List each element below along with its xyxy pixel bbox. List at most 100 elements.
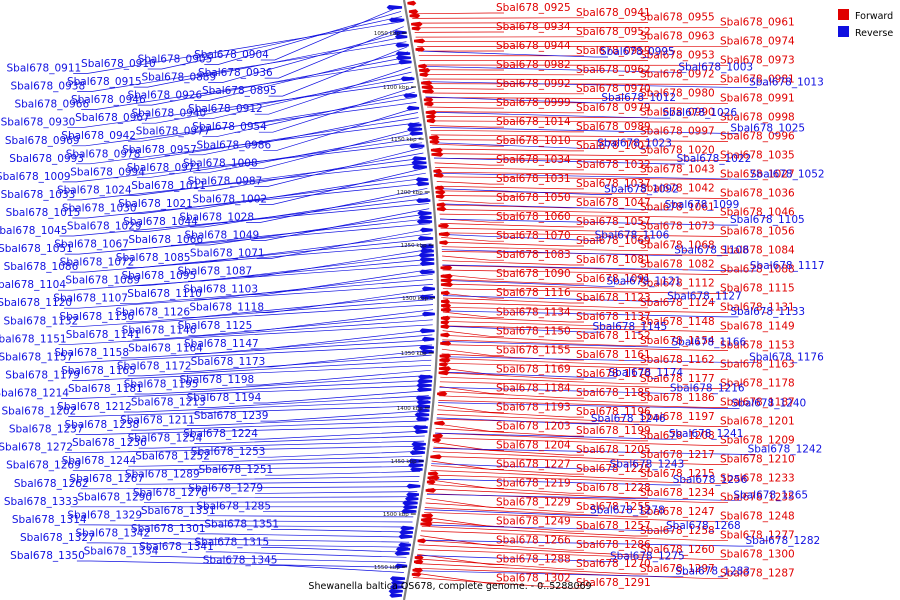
reverse-leader-line <box>120 218 431 250</box>
reverse-leader-line <box>65 344 433 363</box>
forward-gene-label: Sbal678_1036 <box>720 187 795 199</box>
reverse-gene-label-right: Sbal678_1026 <box>662 107 737 119</box>
forward-leader-line <box>427 488 648 499</box>
reverse-leader-line <box>244 309 434 332</box>
legend-reverse-swatch <box>838 26 849 37</box>
reverse-leader-line <box>144 501 416 503</box>
reverse-gene-label: Sbal678_1262 <box>14 478 89 490</box>
reverse-leader-line <box>197 395 429 408</box>
forward-gene-glyph <box>426 479 436 485</box>
reverse-gene-label: Sbal678_1028 <box>179 212 254 224</box>
reverse-leader-line-right <box>440 234 603 241</box>
forward-leader-line <box>429 125 504 128</box>
reverse-gene-label: Sbal678_1173 <box>191 356 266 368</box>
reverse-leader-line <box>188 314 433 336</box>
forward-leader-line <box>412 17 584 19</box>
reverse-gene-label: Sbal678_0969 <box>5 135 80 147</box>
reverse-leader-line-right <box>442 295 676 302</box>
forward-gene-label: Sbal678_1007 <box>576 140 651 152</box>
reverse-gene-label-right: Sbal678_1241 <box>669 428 744 440</box>
reverse-gene-label: Sbal678_0895 <box>202 85 277 97</box>
reverse-leader-line <box>249 430 426 440</box>
forward-leader-line <box>423 83 728 85</box>
reverse-gene-glyph <box>414 412 430 418</box>
forward-gene-glyph <box>407 0 417 6</box>
forward-gene-glyph <box>441 290 450 296</box>
forward-leader-lines <box>411 12 758 589</box>
legend-forward-label: Forward <box>855 11 893 22</box>
forward-gene-label: Sbal678_1169 <box>496 363 571 375</box>
reverse-gene-label-right: Sbal678_1013 <box>749 77 824 89</box>
reverse-leader-line-right <box>441 249 683 257</box>
forward-gene-glyph <box>421 513 434 519</box>
forward-leader-line <box>428 483 584 494</box>
reverse-gene-glyph <box>395 546 411 552</box>
reverse-gene-label: Sbal678_0977 <box>136 126 211 138</box>
reverse-leader-line <box>261 547 408 553</box>
reverse-gene-label: Sbal678_1272 <box>0 442 73 454</box>
reverse-gene-label-right: Sbal678_1216 <box>670 382 745 394</box>
forward-leader-line <box>442 320 648 328</box>
forward-gene-glyph <box>409 13 421 19</box>
reverse-gene-label-right: Sbal678_1052 <box>750 168 825 180</box>
forward-leader-line <box>442 316 584 323</box>
forward-gene-label: Sbal678_1056 <box>720 225 795 237</box>
reverse-gene-label: Sbal678_1044 <box>123 216 198 228</box>
forward-gene-label: Sbal678_1270 <box>576 558 651 570</box>
reverse-leader-line-right <box>420 65 687 73</box>
reverse-leader-line <box>199 496 417 499</box>
reverse-gene-label-right: Sbal678_1242 <box>748 443 823 455</box>
reverse-leader-line <box>123 400 429 413</box>
reverse-gene-label: Sbal678_1011 <box>131 180 206 192</box>
reverse-gene-glyph <box>408 462 424 468</box>
tick-label: 1100 kbp <box>383 85 409 91</box>
forward-gene-label: Sbal678_1260 <box>640 544 715 556</box>
gene-features <box>386 0 453 598</box>
forward-gene-label: Sbal678_1131 <box>720 302 795 314</box>
forward-gene-label: Sbal678_1083 <box>496 249 571 261</box>
reverse-gene-label: Sbal678_0936 <box>198 67 273 79</box>
forward-gene-label: Sbal678_1187 <box>720 397 795 409</box>
reverse-leader-line <box>265 471 421 476</box>
reverse-leader-line <box>67 162 425 201</box>
reverse-leader-line-right <box>439 218 738 226</box>
forward-gene-glyph <box>411 21 423 27</box>
reverse-leader-line <box>61 385 430 399</box>
reverse-leader-line <box>77 41 407 92</box>
forward-leader-line <box>439 209 648 214</box>
forward-gene-label: Sbal678_1297 <box>640 563 715 575</box>
reverse-leader-line <box>72 364 432 381</box>
forward-leader-line <box>431 134 648 137</box>
reverse-gene-label: Sbal678_0940 <box>132 108 207 120</box>
reverse-gene-label: Sbal678_1194 <box>187 392 262 404</box>
reverse-leader-line-right <box>432 142 606 150</box>
forward-gene-label: Sbal678_1069 <box>576 235 651 247</box>
forward-gene-label: Sbal678_0989 <box>576 121 651 133</box>
reverse-gene-label: Sbal678_1120 <box>0 297 72 309</box>
reverse-leader-line <box>133 198 429 232</box>
forward-leader-line <box>424 507 648 518</box>
reverse-gene-label: Sbal678_1066 <box>128 234 203 246</box>
reverse-leader-line <box>254 147 423 187</box>
reverse-leader-line <box>258 86 415 133</box>
reverse-gene-glyph <box>420 227 433 233</box>
forward-gene-glyph <box>436 194 445 199</box>
forward-leader-line <box>437 409 584 418</box>
forward-leader-line <box>434 157 728 161</box>
reverse-gene-label-right: Sbal678_1105 <box>730 214 805 226</box>
reverse-gene-label: Sbal678_1314 <box>12 514 87 526</box>
reverse-leader-line <box>136 481 419 485</box>
reverse-leader-line-right <box>439 386 678 394</box>
reverse-gene-label: Sbal678_1333 <box>4 496 79 508</box>
reverse-gene-glyph <box>412 164 427 170</box>
reverse-gene-label: Sbal678_1015 <box>6 207 81 219</box>
reverse-leader-line <box>64 284 433 309</box>
forward-gene-glyph <box>438 231 451 237</box>
forward-gene-label: Sbal678_1057 <box>576 216 651 228</box>
forward-leader-line <box>441 251 728 256</box>
forward-gene-label: Sbal678_1081 <box>576 254 651 266</box>
reverse-gene-label-right: Sbal678_1127 <box>667 291 742 303</box>
forward-gene-label: Sbal678_1291 <box>576 577 651 589</box>
reverse-gene-glyph <box>420 248 434 254</box>
